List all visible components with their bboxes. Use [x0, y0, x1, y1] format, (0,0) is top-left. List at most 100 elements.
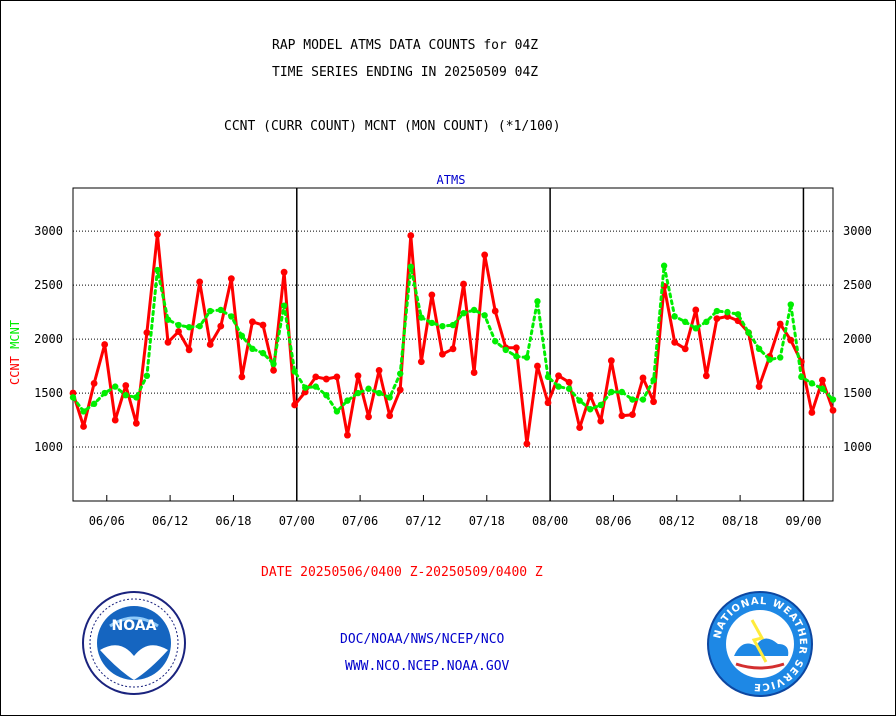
data-point-ccnt	[576, 424, 584, 432]
data-point-mcnt	[175, 321, 182, 329]
data-point-mcnt	[386, 394, 393, 401]
data-point-ccnt	[122, 382, 130, 389]
data-point-mcnt	[597, 401, 604, 409]
data-point-mcnt	[629, 396, 636, 403]
data-point-mcnt	[90, 400, 98, 408]
data-point-ccnt	[819, 376, 826, 384]
data-point-ccnt	[407, 232, 415, 239]
data-point-ccnt	[460, 280, 467, 288]
data-point-mcnt	[69, 394, 77, 401]
y-tick-label-right: 3000	[843, 224, 872, 238]
data-point-mcnt	[344, 397, 351, 404]
data-point-mcnt	[270, 360, 277, 368]
data-point-ccnt	[776, 320, 784, 328]
data-point-ccnt	[396, 386, 404, 394]
data-point-mcnt	[734, 311, 742, 318]
data-point-ccnt	[111, 416, 119, 424]
chart-header-line1: RAP MODEL ATMS DATA COUNTS for 04Z	[272, 38, 539, 53]
data-point-ccnt	[565, 378, 573, 386]
data-point-ccnt	[196, 278, 204, 286]
y-tick-label-left: 2000	[34, 332, 63, 346]
y-tick-label-left: 2500	[34, 278, 63, 292]
data-point-ccnt	[470, 369, 478, 376]
data-point-mcnt	[787, 301, 794, 308]
data-point-mcnt	[534, 298, 541, 305]
plot-frame	[72, 187, 834, 502]
data-point-ccnt	[365, 413, 372, 421]
nws-logo: NATIONAL WEATHER SERVICE	[707, 591, 813, 697]
data-point-ccnt	[312, 373, 320, 381]
data-point-mcnt	[618, 388, 626, 396]
data-point-mcnt	[397, 370, 404, 377]
chart-header-line2: TIME SERIES ENDING IN 20250509 04Z	[272, 65, 539, 80]
data-point-mcnt	[544, 373, 552, 381]
data-point-ccnt	[259, 321, 267, 329]
data-point-mcnt	[428, 319, 436, 327]
noaa-logo: NOAA	[82, 591, 186, 695]
data-point-mcnt	[576, 397, 583, 404]
noaa-logo-text: NOAA	[112, 618, 157, 634]
data-point-ccnt	[618, 412, 626, 420]
y-axis-label: CCNT MCNT	[8, 320, 22, 385]
x-tick-label: 08/06	[595, 514, 631, 528]
data-point-mcnt	[470, 306, 478, 314]
data-point-mcnt	[565, 385, 573, 392]
data-point-mcnt	[259, 349, 267, 357]
data-point-ccnt	[386, 412, 394, 420]
data-point-mcnt	[682, 318, 689, 326]
data-point-ccnt	[639, 374, 647, 382]
data-point-ccnt	[80, 423, 87, 430]
data-point-ccnt	[164, 338, 172, 346]
data-point-mcnt	[207, 307, 214, 315]
x-tick-label: 08/18	[722, 514, 758, 528]
data-point-ccnt	[555, 372, 562, 380]
data-point-ccnt	[175, 328, 182, 335]
data-point-mcnt	[196, 322, 203, 330]
data-point-ccnt	[280, 268, 288, 276]
data-point-mcnt	[608, 388, 615, 396]
y-axis-label-mcnt: MCNT	[8, 320, 22, 349]
data-point-ccnt	[354, 372, 362, 380]
data-point-mcnt	[703, 318, 710, 326]
data-point-mcnt	[133, 394, 140, 401]
x-tick-label: 06/06	[89, 514, 125, 528]
x-tick-label: 08/12	[659, 514, 695, 528]
x-tick-label: 06/18	[215, 514, 251, 528]
org-label: DOC/NOAA/NWS/NCEP/NCO	[340, 632, 505, 647]
data-point-mcnt	[365, 385, 372, 392]
data-point-mcnt	[101, 389, 108, 397]
data-point-ccnt	[270, 367, 277, 374]
data-point-mcnt	[713, 307, 721, 315]
data-point-mcnt	[745, 329, 752, 336]
data-point-mcnt	[302, 384, 309, 391]
data-point-ccnt	[829, 406, 837, 414]
x-tick-label: 07/18	[469, 514, 505, 528]
data-point-mcnt	[249, 345, 256, 353]
data-point-mcnt	[587, 406, 594, 413]
data-point-mcnt	[492, 338, 499, 345]
data-point-mcnt	[280, 302, 288, 309]
data-point-mcnt	[639, 396, 647, 403]
data-point-ccnt	[702, 372, 710, 380]
data-point-ccnt	[154, 231, 161, 238]
data-point-mcnt	[418, 314, 425, 321]
data-point-ccnt	[417, 358, 425, 366]
data-point-ccnt	[132, 419, 140, 427]
data-point-ccnt	[481, 251, 489, 259]
data-point-ccnt	[650, 398, 657, 406]
data-point-mcnt	[312, 383, 319, 390]
data-point-mcnt	[555, 383, 562, 390]
data-point-mcnt	[460, 310, 467, 317]
data-point-ccnt	[808, 409, 816, 416]
data-point-mcnt	[164, 316, 172, 323]
data-point-mcnt	[692, 325, 699, 332]
data-point-mcnt	[829, 396, 837, 403]
chart-header-line3: CCNT (CURR COUNT) MCNT (MON COUNT) (*1/1…	[224, 119, 561, 134]
url-link[interactable]: WWW.NCO.NCEP.NOAA.GOV	[345, 659, 510, 674]
data-point-mcnt	[481, 312, 488, 319]
chart-canvas: 1000 1000 1500 1500 2000 2000 2500 2500 3000 3000…	[8, 173, 872, 528]
data-point-ccnt	[787, 336, 795, 344]
data-point-mcnt	[154, 266, 161, 274]
data-point-mcnt	[819, 385, 826, 392]
data-point-mcnt	[375, 389, 383, 397]
